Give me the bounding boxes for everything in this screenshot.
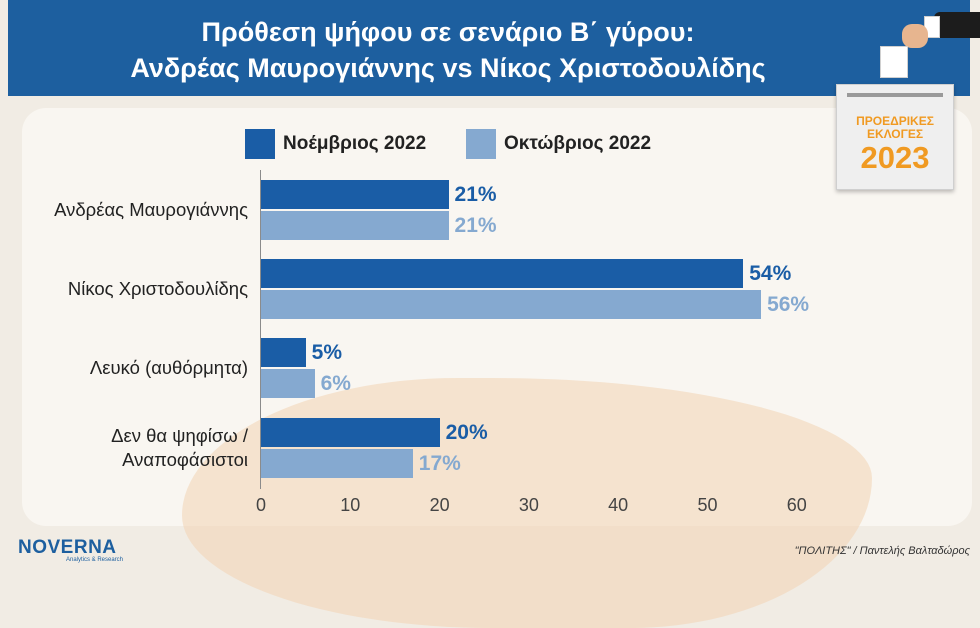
bar-value-label: 20% <box>445 421 488 444</box>
x-tick-label: 50 <box>697 495 718 515</box>
bar-value-label: 21% <box>454 183 497 206</box>
bar-value-label: 6% <box>320 372 351 395</box>
bar-october <box>261 211 449 240</box>
category-label: Νίκος Χριστοδουλίδης <box>67 278 248 299</box>
chart-title: Πρόθεση ψήφου σε σενάριο Β΄ γύρου: Ανδρέ… <box>8 14 888 86</box>
source-credit: "ΠΟΛΙΤΗΣ" / Παντελής Βαλταδώρος <box>794 545 970 557</box>
bar-november <box>261 259 744 288</box>
ballot-box-slot-icon <box>847 93 943 97</box>
legend-swatch-november <box>245 129 275 159</box>
bar-value-label: 17% <box>418 452 461 475</box>
bar-value-label: 21% <box>454 214 497 237</box>
bar-november <box>261 418 440 447</box>
ballot-paper-icon <box>880 46 908 78</box>
title-line-2: Ανδρέας Μαυρογιάννης vs Νίκος Χριστοδουλ… <box>130 53 766 83</box>
x-tick-label: 60 <box>786 495 807 515</box>
bar-october <box>261 369 315 398</box>
title-line-1: Πρόθεση ψήφου σε σενάριο Β΄ γύρου: <box>201 17 695 47</box>
category-axis-line <box>260 170 261 489</box>
category-label: Δεν θα ψηφίσω / Αναποφάσιστοι <box>111 425 248 470</box>
election-badge: ΠΡΟΕΔΡΙΚΕΣ ΕΚΛΟΓΕΣ 2023 <box>836 84 954 190</box>
bar-value-label: 5% <box>311 341 342 364</box>
bar-october <box>261 290 762 319</box>
hand-icon <box>902 24 928 48</box>
bar-value-label: 54% <box>749 262 792 285</box>
x-tick-label: 20 <box>429 495 450 515</box>
category-label: Λευκό (αυθόρμητα) <box>89 357 248 378</box>
badge-line-1: ΠΡΟΕΔΡΙΚΕΣ <box>856 114 934 128</box>
legend-swatch-october <box>466 129 496 159</box>
category-label: Ανδρέας Μαυρογιάννης <box>54 199 248 220</box>
bar-october <box>261 449 413 478</box>
legend-label-october: Οκτώβριος 2022 <box>504 133 652 154</box>
x-tick-label: 0 <box>255 495 267 515</box>
x-tick-label: 10 <box>340 495 361 515</box>
bar-november <box>261 180 449 209</box>
bar-november <box>261 338 306 367</box>
x-tick-label: 30 <box>518 495 539 515</box>
badge-year: 2023 <box>860 140 930 175</box>
noverna-logo: NOVERNA <box>18 537 117 558</box>
x-tick-label: 40 <box>608 495 629 515</box>
ballot-hand-icon <box>934 12 980 38</box>
legend-label-november: Νοέμβριος 2022 <box>283 133 427 154</box>
noverna-logo-subtitle: Analytics & Research <box>66 557 124 563</box>
badge-line-2: ΕΚΛΟΓΕΣ <box>866 127 924 141</box>
bar-value-label: 56% <box>767 293 810 316</box>
header-banner: Πρόθεση ψήφου σε σενάριο Β΄ γύρου: Ανδρέ… <box>8 0 970 96</box>
